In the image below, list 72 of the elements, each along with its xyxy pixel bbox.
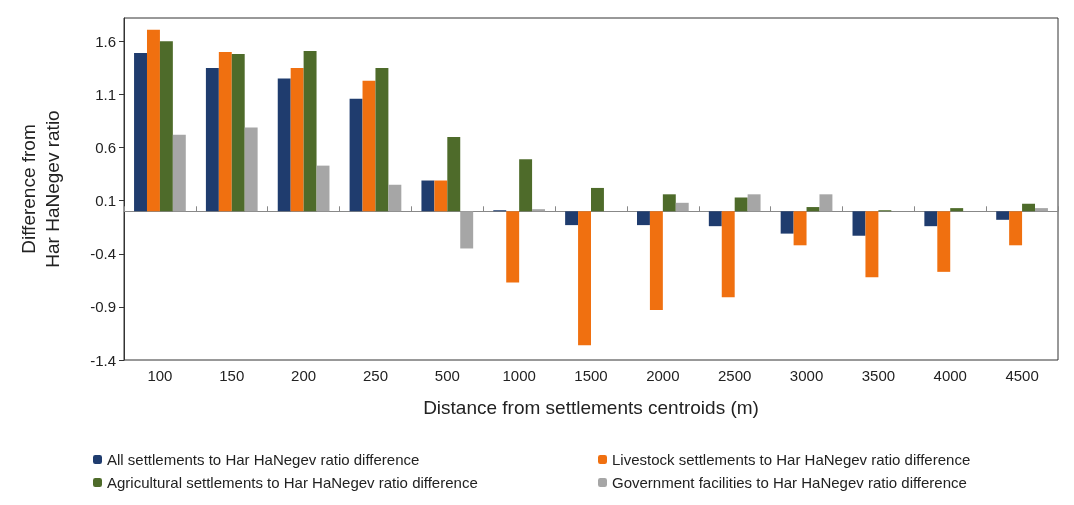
- bar: [421, 180, 435, 212]
- bar: [303, 50, 317, 212]
- bar: [205, 67, 219, 212]
- bar: [675, 202, 689, 212]
- bar: [388, 184, 402, 212]
- bar: [708, 211, 722, 227]
- bar: [865, 211, 879, 278]
- x-tick-label: 3000: [789, 367, 824, 384]
- bar: [290, 67, 304, 212]
- y-tick-label: 0.1: [95, 192, 116, 210]
- y-tick-label: -1.4: [90, 351, 116, 369]
- y-axis-title: Difference from Har HaNegev ratio: [17, 110, 63, 268]
- bar: [1035, 208, 1048, 212]
- x-axis-title: Distance from settlements centroids (m): [423, 397, 759, 418]
- legend-label: Government facilities to Har HaNegev ratio difference: [612, 474, 967, 491]
- x-tick-label: 200: [291, 367, 317, 384]
- bar: [134, 53, 147, 212]
- bar: [231, 54, 245, 212]
- bar: [937, 211, 951, 272]
- bar: [819, 194, 833, 212]
- bar: [519, 159, 533, 212]
- legend-label: All settlements to Har HaNegev ratio difference: [107, 451, 420, 468]
- x-tick-label: 1500: [574, 367, 608, 384]
- bar: [349, 98, 363, 212]
- bar: [506, 211, 520, 283]
- bar: [578, 211, 591, 346]
- bar: [565, 211, 579, 226]
- bar: [924, 211, 938, 227]
- bar: [277, 78, 291, 212]
- bar: [532, 209, 546, 212]
- legend-label: Livestock settlements to Har HaNegev ratio difference: [612, 451, 971, 468]
- bar: [636, 211, 650, 226]
- x-tick-label: 3500: [861, 367, 896, 384]
- y-tick-label: 0.6: [95, 139, 116, 157]
- legend-label: Agricultural settlements to Har HaNegev ratio difference: [107, 474, 478, 491]
- x-tick-label: 2000: [646, 367, 680, 384]
- bar: [852, 211, 866, 236]
- bar: [172, 134, 186, 212]
- bar: [662, 194, 676, 212]
- bar: [375, 67, 389, 212]
- bar: [434, 180, 448, 212]
- bar: [780, 211, 794, 234]
- bar: [362, 80, 376, 212]
- x-tick-label: 100: [147, 367, 173, 384]
- bar: [146, 29, 160, 212]
- bar: [793, 211, 807, 246]
- bar: [747, 194, 761, 212]
- bar: [244, 127, 258, 212]
- bar: [591, 187, 604, 212]
- bar: [734, 197, 748, 212]
- bar: [1022, 203, 1036, 212]
- bar: [218, 51, 232, 212]
- bar: [996, 211, 1010, 220]
- y-tick-label: -0.4: [90, 245, 116, 263]
- y-tick-label: -0.9: [90, 298, 116, 316]
- y-tick-label: 1.1: [95, 85, 116, 103]
- x-tick-label: 250: [362, 367, 388, 384]
- bar: [447, 136, 461, 212]
- bar: [1009, 211, 1023, 246]
- bar: [950, 208, 964, 212]
- x-tick-label: 2500: [718, 367, 752, 384]
- x-tick-label: 4000: [933, 367, 967, 384]
- bar: [649, 211, 663, 311]
- bar: [460, 211, 474, 249]
- x-tick-label: 4500: [1005, 367, 1039, 384]
- x-tick-label: 150: [219, 367, 245, 384]
- bar: [159, 41, 173, 212]
- bar: [721, 211, 735, 298]
- x-tick-label: 1000: [502, 367, 536, 384]
- x-tick-label: 500: [434, 367, 460, 384]
- bar: [316, 165, 330, 212]
- y-tick-label: 1.6: [95, 32, 116, 50]
